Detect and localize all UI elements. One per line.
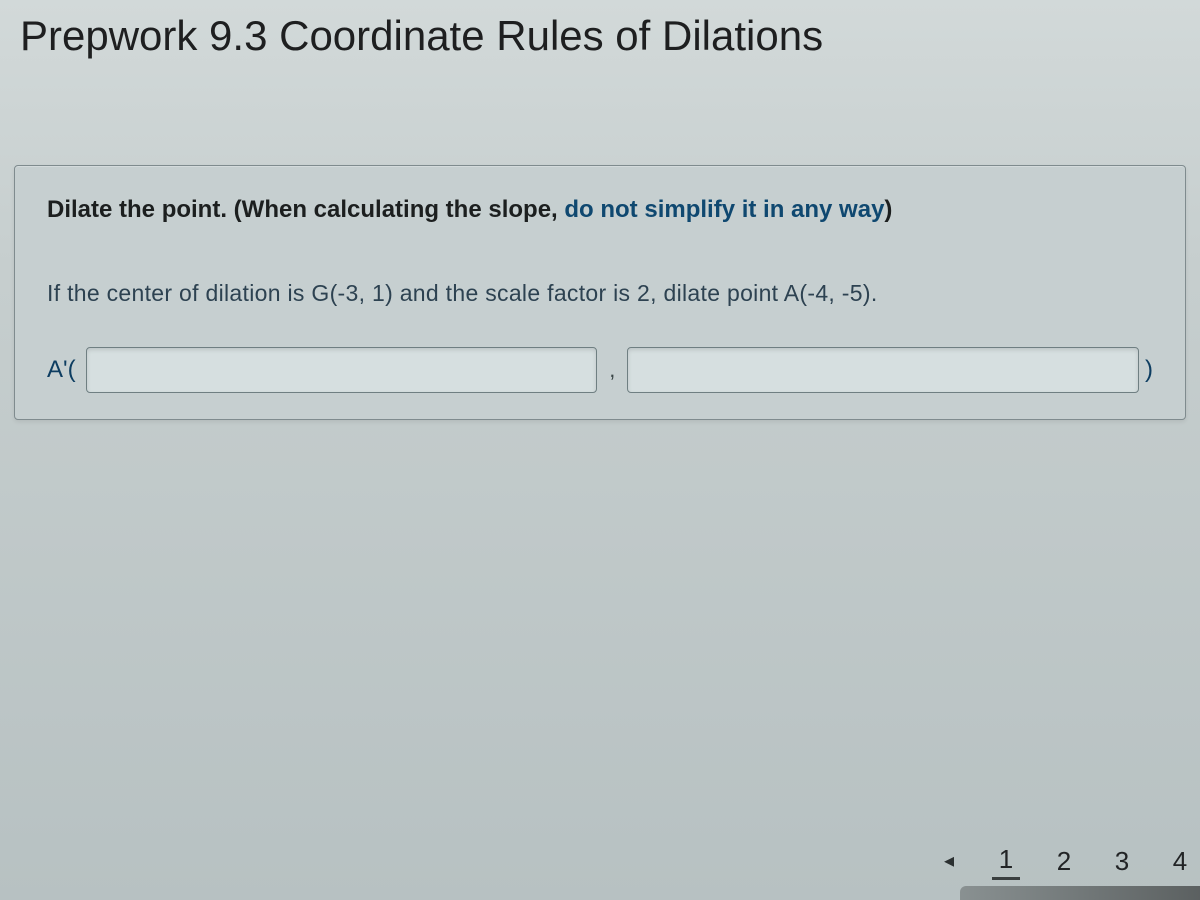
pager-page-1[interactable]: 1	[992, 840, 1020, 880]
pager: ◂ 1 2 3 4	[936, 840, 1194, 880]
answer-row: A'( , )	[47, 347, 1153, 393]
answer-separator: ,	[607, 357, 617, 383]
dock-shadow	[960, 886, 1200, 900]
page-title: Prepwork 9.3 Coordinate Rules of Dilatio…	[20, 12, 1186, 60]
answer-close-paren: )	[1145, 356, 1153, 384]
instruction-line: Dilate the point. (When calculating the …	[47, 196, 1153, 224]
page-root: Prepwork 9.3 Coordinate Rules of Dilatio…	[0, 0, 1200, 900]
problem-text: If the center of dilation is G(-3, 1) an…	[47, 280, 1153, 307]
instruction-suffix: )	[884, 196, 892, 223]
instruction-prefix: Dilate the point. (When calculating the …	[47, 196, 564, 223]
pager-page-3[interactable]: 3	[1108, 842, 1136, 879]
pager-page-4[interactable]: 4	[1166, 842, 1194, 879]
pager-page-2[interactable]: 2	[1050, 842, 1078, 879]
answer-y-input[interactable]	[627, 347, 1139, 393]
question-card: Dilate the point. (When calculating the …	[14, 165, 1186, 420]
instruction-emphasis: do not simplify it in any way	[564, 196, 884, 223]
answer-x-input[interactable]	[86, 347, 598, 393]
answer-label: A'(	[47, 356, 76, 384]
pager-prev-icon[interactable]: ◂	[936, 844, 962, 877]
